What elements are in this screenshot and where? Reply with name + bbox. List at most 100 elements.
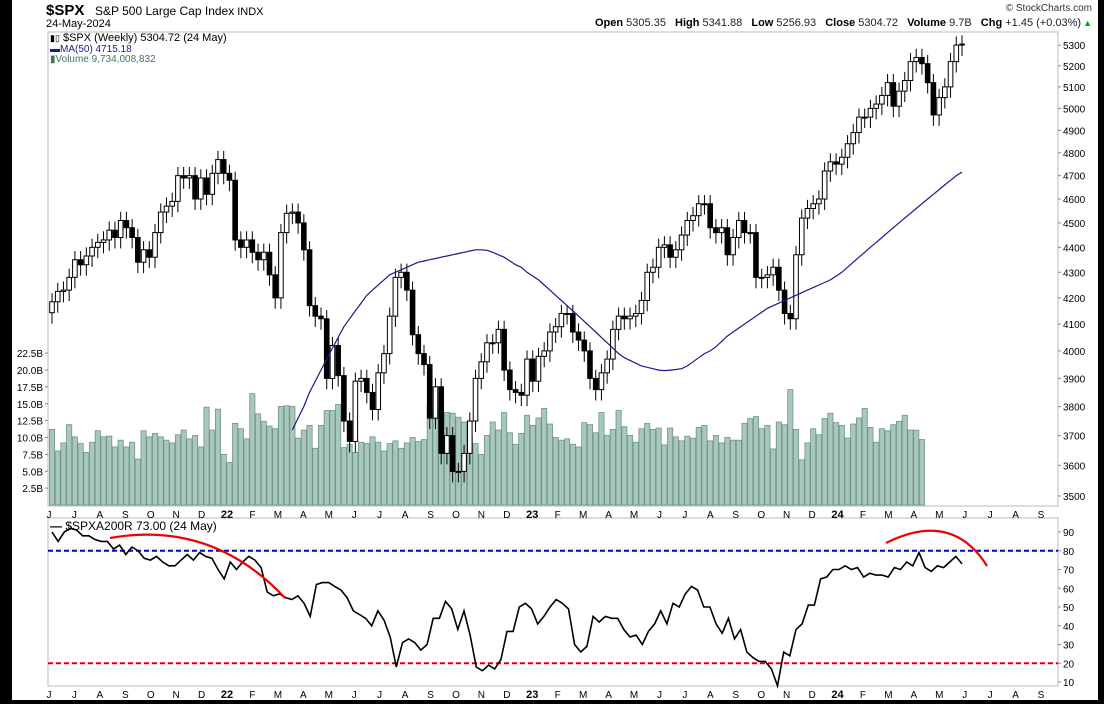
svg-text:O: O xyxy=(452,690,460,700)
open-label: Open xyxy=(594,17,624,29)
legend-price: ▮▯ $SPX (Weekly) 5304.72 (24 May) xyxy=(50,32,227,44)
svg-text:30: 30 xyxy=(1063,641,1075,652)
svg-text:F: F xyxy=(555,690,561,700)
svg-text:J: J xyxy=(72,510,77,521)
svg-text:70: 70 xyxy=(1063,566,1075,577)
svg-text:O: O xyxy=(147,510,155,521)
svg-text:22: 22 xyxy=(221,689,233,700)
svg-text:23: 23 xyxy=(526,689,538,700)
svg-text:23: 23 xyxy=(526,509,538,521)
volume-label: Volume xyxy=(907,17,947,29)
svg-text:10: 10 xyxy=(1063,678,1075,689)
svg-text:3700: 3700 xyxy=(1063,432,1086,443)
svg-text:O: O xyxy=(452,510,460,521)
svg-text:40: 40 xyxy=(1063,622,1075,633)
svg-text:J: J xyxy=(72,690,77,700)
svg-text:4600: 4600 xyxy=(1063,195,1086,206)
svg-text:10.0B: 10.0B xyxy=(17,434,43,445)
exchange-label: INDX xyxy=(237,6,264,18)
svg-text:J: J xyxy=(682,510,687,521)
svg-text:N: N xyxy=(478,690,485,700)
svg-text:J: J xyxy=(47,510,52,521)
svg-text:5300: 5300 xyxy=(1063,41,1086,52)
ticker-symbol: $SPX xyxy=(46,2,85,19)
svg-text:N: N xyxy=(173,510,180,521)
low-value: 5256.93 xyxy=(776,17,817,29)
high-value: 5341.88 xyxy=(702,17,743,29)
legend-volume-text: Volume 9,734,008,832 xyxy=(55,54,156,65)
svg-text:N: N xyxy=(783,510,790,521)
candlestick-icon: ▮▯ xyxy=(50,33,60,43)
svg-text:M: M xyxy=(325,690,333,700)
legend-ma-text: MA(50) 4715.18 xyxy=(60,44,132,55)
rounding-top-arc-1 xyxy=(109,533,286,599)
svg-text:D: D xyxy=(503,510,510,521)
a200r-line xyxy=(51,527,963,689)
svg-text:F: F xyxy=(249,510,255,521)
svg-text:4100: 4100 xyxy=(1063,320,1086,331)
line-icon: — xyxy=(50,519,62,533)
svg-text:J: J xyxy=(377,690,382,700)
svg-text:M: M xyxy=(274,510,282,521)
svg-text:J: J xyxy=(682,690,687,700)
svg-text:M: M xyxy=(579,510,587,521)
index-name-text: S&P 500 Large Cap Index xyxy=(95,4,235,18)
svg-text:24: 24 xyxy=(831,689,844,700)
svg-text:M: M xyxy=(935,510,943,521)
svg-text:J: J xyxy=(962,510,967,521)
svg-text:3500: 3500 xyxy=(1063,492,1086,503)
svg-text:A: A xyxy=(1012,690,1019,700)
svg-text:5000: 5000 xyxy=(1063,104,1086,115)
svg-text:J: J xyxy=(988,510,993,521)
close-value: 5304.72 xyxy=(858,17,899,29)
svg-text:A: A xyxy=(605,510,612,521)
legend-ma: ▬MA(50) 4715.18 xyxy=(50,44,132,55)
svg-text:4200: 4200 xyxy=(1063,294,1086,305)
svg-text:F: F xyxy=(555,510,561,521)
svg-text:S: S xyxy=(427,510,434,521)
svg-text:J: J xyxy=(988,690,993,700)
svg-text:7.5B: 7.5B xyxy=(22,450,43,461)
svg-text:22: 22 xyxy=(221,509,233,521)
svg-text:4000: 4000 xyxy=(1063,347,1086,358)
svg-text:M: M xyxy=(935,690,943,700)
svg-text:J: J xyxy=(657,510,662,521)
chg-label: Chg xyxy=(980,17,1003,29)
svg-text:S: S xyxy=(732,690,739,700)
svg-text:J: J xyxy=(352,510,357,521)
svg-text:A: A xyxy=(300,690,307,700)
chart-frame: $SPX S&P 500 Large Cap Index INDX 24-May-… xyxy=(12,0,1098,700)
svg-text:S: S xyxy=(427,690,434,700)
svg-text:N: N xyxy=(783,690,790,700)
svg-text:M: M xyxy=(325,510,333,521)
close-label: Close xyxy=(825,17,856,29)
ohlc-summary: Open 5305.35 High 5341.88 Low 5256.93 Cl… xyxy=(595,17,1092,29)
svg-text:D: D xyxy=(808,510,815,521)
svg-text:O: O xyxy=(757,690,765,700)
low-label: Low xyxy=(751,17,774,29)
svg-text:J: J xyxy=(352,690,357,700)
svg-text:A: A xyxy=(605,690,612,700)
svg-text:4300: 4300 xyxy=(1063,268,1086,279)
open-value: 5305.35 xyxy=(626,17,666,29)
svg-text:4800: 4800 xyxy=(1063,149,1086,160)
svg-text:17.5B: 17.5B xyxy=(17,383,43,394)
svg-text:22.5B: 22.5B xyxy=(17,349,43,360)
svg-text:S: S xyxy=(122,690,129,700)
svg-text:90: 90 xyxy=(1063,528,1075,539)
high-label: High xyxy=(675,17,700,29)
svg-text:F: F xyxy=(249,690,255,700)
index-name: S&P 500 Large Cap Index INDX xyxy=(95,4,264,18)
candlesticks xyxy=(49,35,965,483)
svg-text:A: A xyxy=(97,510,104,521)
svg-text:4500: 4500 xyxy=(1063,219,1086,230)
svg-text:F: F xyxy=(860,690,866,700)
line-icon: ▬ xyxy=(50,44,60,55)
svg-text:M: M xyxy=(579,690,587,700)
svg-text:60: 60 xyxy=(1063,584,1075,595)
svg-text:S: S xyxy=(122,510,129,521)
chart-canvas[interactable]: 5300 5200 5100 5000 4900 4800 4700 4600 4500 4400… xyxy=(12,0,1098,700)
svg-text:J: J xyxy=(962,690,967,700)
svg-text:3900: 3900 xyxy=(1063,374,1086,385)
legend-indicator: — $SPXA200R 73.00 (24 May) xyxy=(50,519,217,533)
